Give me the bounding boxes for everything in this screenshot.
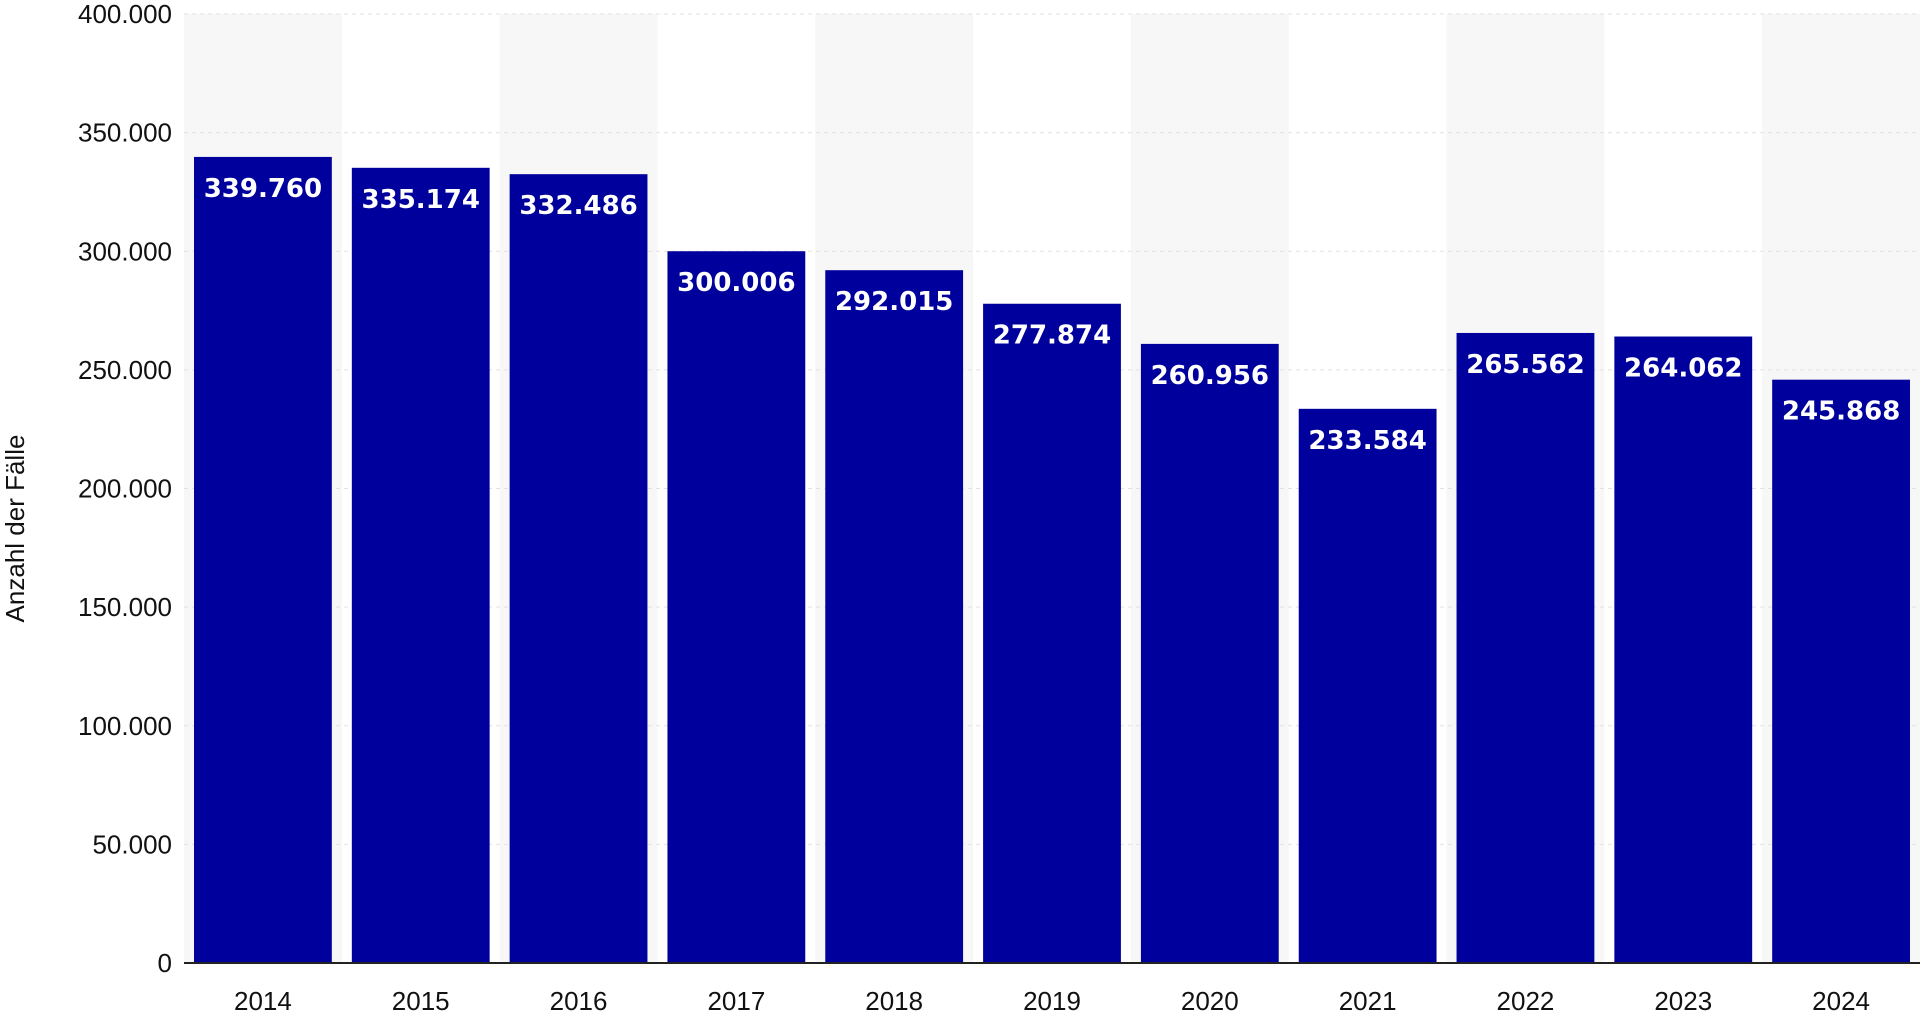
bar: [509, 174, 648, 963]
x-tick-label: 2014: [234, 986, 292, 1016]
y-tick-label: 250.000: [78, 355, 172, 385]
data-label: 264.062: [1624, 354, 1742, 384]
x-tick-label: 2020: [1181, 986, 1239, 1016]
y-tick-label: 400.000: [78, 0, 172, 29]
data-label: 332.486: [519, 191, 637, 221]
x-tick-label: 2019: [1023, 986, 1081, 1016]
data-label: 245.868: [1782, 397, 1900, 427]
y-axis-title: Anzahl der Fälle: [0, 435, 30, 623]
data-label: 335.174: [362, 185, 480, 215]
y-axis-ticks: 0 50.000 100.000 150.000 200.000 250.000 300.0…: [78, 0, 172, 978]
bar: [983, 303, 1121, 964]
bar: [1298, 408, 1437, 963]
x-tick-label: 2024: [1812, 986, 1870, 1016]
bar: [825, 270, 964, 963]
x-tick-label: 2017: [707, 986, 765, 1016]
bar: [351, 167, 490, 963]
data-label: 300.006: [677, 268, 795, 298]
y-tick-label: 0: [158, 948, 172, 978]
y-tick-label: 100.000: [78, 711, 172, 741]
y-tick-label: 200.000: [78, 474, 172, 504]
data-label: 292.015: [835, 287, 953, 317]
y-tick-label: 50.000: [92, 829, 172, 859]
x-tick-label: 2016: [550, 986, 608, 1016]
bar: [194, 156, 332, 963]
x-tick-label: 2021: [1339, 986, 1397, 1016]
value-labels: 339.760 335.174 332.486 300.006 292.015 277.8…: [204, 174, 1901, 456]
data-label: 233.584: [1308, 426, 1426, 456]
x-tick-label: 2023: [1654, 986, 1712, 1016]
bars: [194, 156, 1910, 964]
y-tick-label: 150.000: [78, 592, 172, 622]
y-tick-label: 300.000: [78, 236, 172, 266]
bar: [1772, 379, 1910, 963]
x-tick-label: 2018: [865, 986, 923, 1016]
bar: [1456, 332, 1595, 963]
data-label: 265.562: [1466, 350, 1584, 380]
bar: [1140, 343, 1279, 963]
bar: [667, 251, 806, 963]
bar: [1614, 336, 1753, 963]
data-label: 339.760: [204, 174, 322, 204]
x-tick-label: 2022: [1497, 986, 1555, 1016]
y-tick-label: 350.000: [78, 118, 172, 148]
data-label: 260.956: [1151, 361, 1269, 391]
x-tick-label: 2015: [392, 986, 450, 1016]
data-label: 277.874: [993, 321, 1111, 351]
x-axis-ticks: 2014 2015 2016 2017 2018 2019 2020 2021 2022 2023…: [234, 986, 1870, 1016]
